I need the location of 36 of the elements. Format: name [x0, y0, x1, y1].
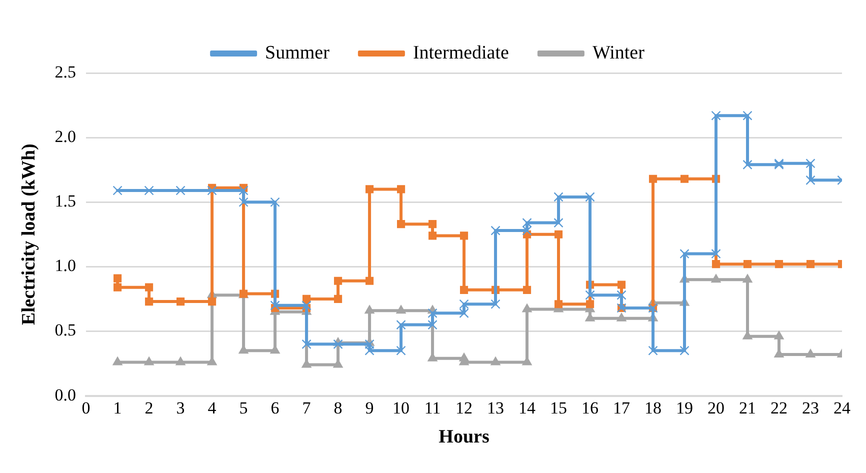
x-tick-label: 24 — [834, 398, 851, 418]
y-tick-label: 2.0 — [54, 127, 76, 146]
y-tick-label: 0.5 — [54, 320, 76, 340]
x-axis-title: Hours — [438, 426, 490, 448]
x-tick-label: 21 — [739, 398, 756, 418]
x-tick-label: 9 — [365, 398, 374, 418]
x-tick-label: 3 — [176, 398, 185, 418]
legend-label: Winter — [592, 42, 646, 64]
y-axis-title: Electricity load (kWh) — [18, 144, 40, 326]
x-tick-label: 19 — [676, 398, 694, 418]
y-tick-label: 2.5 — [54, 62, 76, 82]
x-tick-label: 1 — [113, 398, 122, 418]
x-tick-label: 14 — [518, 398, 536, 418]
x-tick-label: 5 — [239, 398, 248, 418]
x-tick-label: 10 — [392, 398, 410, 418]
x-tick-label: 8 — [334, 398, 342, 418]
x-tick-label: 11 — [424, 398, 441, 418]
x-tick-label: 13 — [487, 398, 504, 418]
x-tick-label: 20 — [708, 398, 725, 418]
x-tick-label: 0 — [82, 398, 90, 418]
legend-label: Summer — [265, 42, 330, 64]
x-tick-label: 15 — [550, 398, 568, 418]
x-tick-label: 18 — [644, 398, 662, 418]
legend-label: Intermediate — [412, 42, 509, 64]
x-tick-label: 16 — [582, 398, 599, 418]
x-tick-label: 6 — [270, 398, 280, 418]
x-tick-label: 4 — [208, 398, 217, 418]
y-tick-label: 0.0 — [54, 385, 76, 404]
y-tick-label: 1.5 — [54, 192, 76, 211]
x-tick-label: 2 — [144, 398, 154, 418]
x-tick-label: 23 — [802, 398, 819, 418]
y-tick-label: 1.0 — [54, 256, 76, 276]
x-tick-label: 17 — [613, 398, 631, 418]
x-tick-label: 7 — [302, 398, 312, 418]
x-tick-label: 22 — [770, 398, 788, 418]
x-tick-label: 12 — [456, 398, 473, 418]
